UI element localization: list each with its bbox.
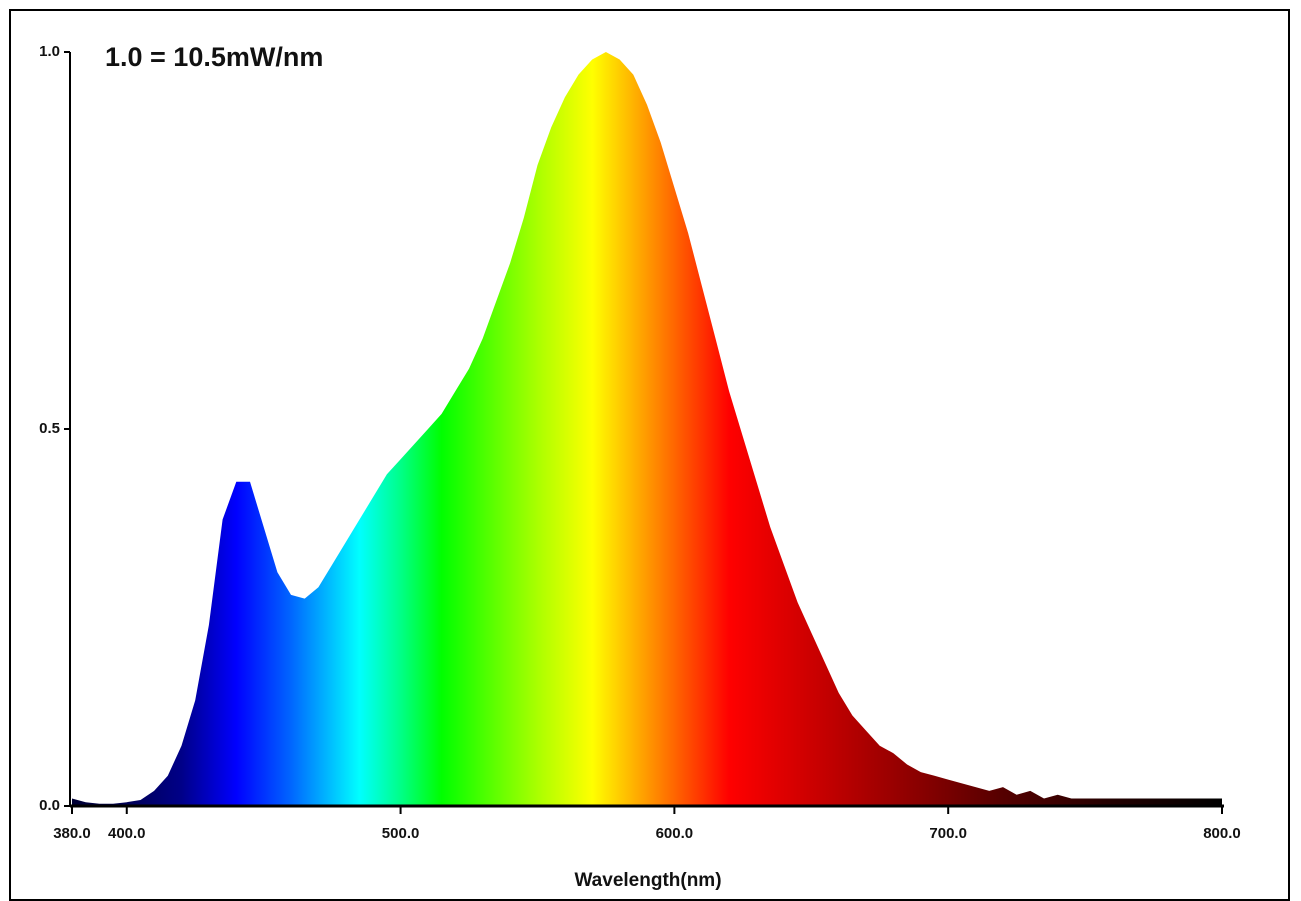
x-axis-title: Wavelength(nm) [574, 870, 721, 891]
spectrum-area [72, 52, 1222, 806]
y-tick-label: 0.5 [39, 420, 60, 437]
x-tick-label: 500.0 [382, 825, 420, 842]
x-tick-label: 800.0 [1203, 825, 1241, 842]
y-tick-label: 0.0 [39, 797, 60, 814]
x-ticks: 380.0 400.0 500.0 600.0 700.0 800.0 [53, 806, 1241, 842]
x-tick-label: 600.0 [656, 825, 694, 842]
y-ticks: 0.0 0.5 1.0 [39, 43, 70, 814]
x-tick-label: 700.0 [929, 825, 967, 842]
y-tick-label: 1.0 [39, 43, 60, 60]
scale-annotation: 1.0 = 10.5mW/nm [105, 42, 323, 72]
x-tick-label: 380.0 [53, 825, 91, 842]
x-tick-label: 400.0 [108, 825, 146, 842]
